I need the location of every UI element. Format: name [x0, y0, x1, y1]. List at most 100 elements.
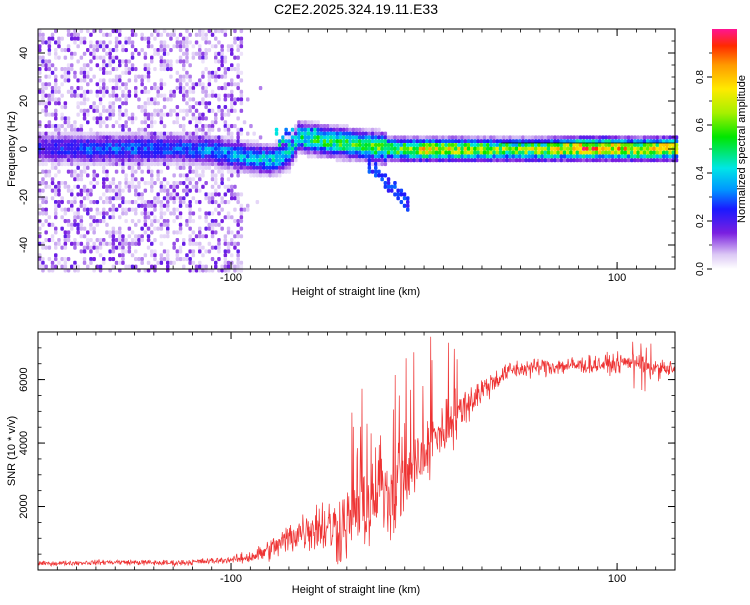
heatmap-cell [284, 146, 288, 151]
heatmap-cell [156, 139, 160, 144]
heatmap-cell [223, 55, 228, 60]
heatmap-cell [287, 154, 292, 159]
heatmap-cell [185, 70, 189, 75]
heatmap-cell [63, 238, 68, 243]
heatmap-cell [182, 89, 186, 94]
heatmap-cell [95, 93, 100, 98]
heatmap-cell [630, 143, 634, 148]
heatmap-cell [252, 146, 256, 151]
heatmap-cell [95, 162, 100, 167]
heatmap-cell [140, 150, 144, 155]
heatmap-cell [572, 135, 576, 140]
heatmap-cell [41, 177, 45, 182]
heatmap-cell [182, 67, 186, 72]
heatmap-cell [41, 200, 45, 205]
heatmap-cell [223, 32, 228, 37]
heatmap-cell [303, 124, 308, 129]
heatmap-cell [674, 146, 679, 151]
heatmap-cell [370, 154, 375, 159]
heatmap-cell [86, 143, 90, 148]
heatmap-cell [111, 29, 116, 34]
heatmap-cell [351, 131, 356, 136]
heatmap-cell [233, 158, 237, 163]
heatmap-cell [124, 135, 128, 140]
heatmap-cell [166, 226, 170, 231]
heatmap-cell [137, 51, 141, 56]
heatmap-cell [198, 143, 202, 148]
heatmap-cell [498, 150, 503, 155]
heatmap-cell [166, 32, 170, 37]
heatmap-cell [166, 192, 170, 197]
heatmap-cell [198, 260, 202, 265]
heatmap-cell [217, 184, 221, 189]
heatmap-cell [239, 165, 244, 170]
heatmap-cell [121, 48, 125, 53]
heatmap-cell [79, 192, 84, 197]
heatmap-cell [124, 67, 128, 72]
heatmap-cell [182, 188, 186, 193]
heatmap-cell [86, 158, 90, 163]
heatmap-cell [76, 222, 80, 227]
heatmap-cell [297, 131, 301, 136]
heatmap-cell [89, 222, 93, 227]
heatmap-cell [374, 154, 378, 159]
heatmap-cell [300, 146, 304, 151]
heatmap-cell [329, 127, 333, 132]
heatmap-cell [431, 158, 436, 163]
heatmap-cell [108, 32, 112, 37]
heatmap-cell [70, 143, 74, 148]
heatmap-cell [630, 154, 634, 159]
heatmap-cell [63, 150, 68, 155]
heatmap-cell [508, 135, 512, 140]
heatmap-cell [82, 207, 87, 212]
heatmap-cell [383, 139, 388, 144]
heatmap-cell [220, 116, 224, 121]
heatmap-cell [134, 86, 138, 91]
heatmap-cell [214, 93, 218, 98]
heatmap-cell [57, 238, 61, 243]
heatmap-cell [86, 207, 90, 212]
heatmap-cell [38, 260, 42, 265]
heatmap-cell [217, 135, 221, 140]
heatmap-cell [70, 226, 74, 231]
heatmap-cell [127, 234, 132, 239]
heatmap-cell [220, 207, 224, 212]
heatmap-cell [412, 158, 416, 163]
heatmap-cell [207, 82, 212, 87]
heatmap-cell [479, 143, 484, 148]
heatmap-cell [89, 188, 93, 193]
heatmap-cell [233, 245, 237, 250]
heatmap-cell [303, 127, 308, 132]
heatmap-cell [114, 120, 119, 125]
heatmap-cell [358, 143, 362, 148]
heatmap-cell [153, 139, 157, 144]
heatmap-cell [121, 135, 125, 140]
heatmap-cell [575, 158, 580, 163]
heatmap-cell [111, 188, 116, 193]
heatmap-cell [444, 135, 448, 140]
heatmap-cell [66, 135, 71, 140]
colorbar-tick-label: 0.4 [695, 166, 706, 180]
heatmap-cell [66, 257, 71, 262]
heatmap-cell [236, 241, 240, 246]
heatmap-cell [198, 44, 202, 49]
heatmap-cell [313, 135, 317, 140]
heatmap-cell [262, 150, 266, 155]
heatmap-cell [63, 55, 68, 60]
heatmap-cell [162, 67, 167, 72]
heatmap-cell [623, 146, 628, 151]
heatmap-cell [601, 146, 605, 151]
heatmap-cell [143, 51, 148, 56]
heatmap-cell [162, 29, 167, 34]
heatmap-cell [313, 120, 317, 125]
heatmap-cell [137, 139, 141, 144]
heatmap-cell [89, 158, 93, 163]
heatmap-cell [153, 82, 157, 87]
heatmap-cell [230, 215, 234, 220]
heatmap-cell [268, 143, 272, 148]
heatmap-cell [306, 127, 311, 132]
heatmap-cell [159, 222, 164, 227]
heatmap-cell [124, 59, 128, 64]
heatmap-cell [508, 146, 512, 151]
heatmap-cell [92, 230, 96, 235]
